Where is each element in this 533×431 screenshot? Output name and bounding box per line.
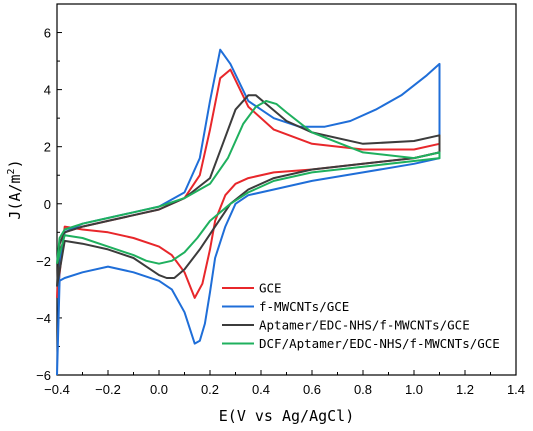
x-tick-label: 0.8: [354, 382, 372, 397]
x-tick-label: 0.6: [303, 382, 321, 397]
y-axis-title: J(A/m2): [6, 159, 24, 219]
y-tick-label: 2: [44, 140, 51, 155]
x-tick-label: −0.4: [44, 382, 70, 397]
x-tick-label: −0.2: [95, 382, 121, 397]
series-curve-3: [56, 94, 441, 287]
legend: GCE f-MWCNTs/GCE Aptamer/EDC-NHS/f-MWCNTs/…: [222, 281, 500, 351]
y-tick-label: −6: [36, 368, 51, 383]
x-tick-label: 1.2: [456, 382, 474, 397]
x-axis-title: E(V vs Ag/AgCl): [219, 407, 354, 425]
y-tick-label: 4: [44, 83, 51, 98]
x-tick-label: 0.4: [252, 382, 270, 397]
axis-ticks: −0.4 −0.2 0.0 0.2 0.4 0.6 0.8 1.0 1.2 1.4 −6 −4 −2 0 2…: [36, 3, 525, 397]
x-tick-label: 0.0: [150, 382, 168, 397]
legend-label: f-MWCNTs/GCE: [259, 299, 349, 314]
x-tick-label: 1.4: [507, 382, 525, 397]
legend-label: Aptamer/EDC-NHS/f-MWCNTs/GCE: [259, 318, 470, 333]
legend-label: DCF/Aptamer/EDC-NHS/f-MWCNTs/GCE: [259, 336, 500, 351]
series-curve-1: [56, 68, 441, 299]
legend-label: GCE: [259, 281, 282, 296]
series-curve-4: [56, 100, 441, 265]
y-tick-label: 0: [44, 197, 51, 212]
x-tick-label: 1.0: [405, 382, 423, 397]
y-tick-label: −4: [36, 311, 51, 326]
y-tick-label: 6: [44, 26, 51, 41]
data-curves: [56, 48, 441, 376]
y-tick-label: −2: [36, 254, 51, 269]
x-tick-label: 0.2: [201, 382, 219, 397]
